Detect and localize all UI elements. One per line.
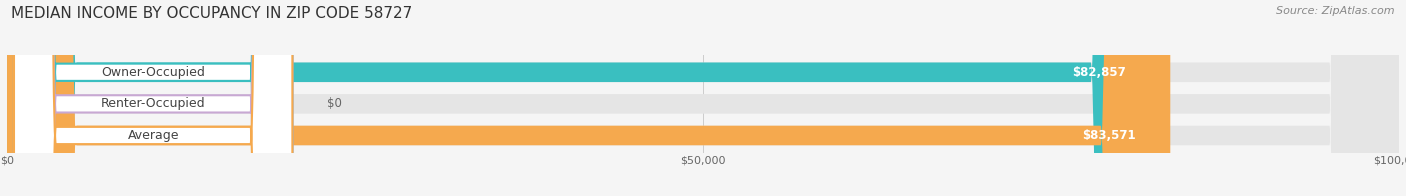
FancyBboxPatch shape (7, 0, 1399, 196)
FancyBboxPatch shape (14, 0, 292, 196)
Text: $83,571: $83,571 (1081, 129, 1136, 142)
FancyBboxPatch shape (7, 0, 1399, 196)
FancyBboxPatch shape (14, 0, 292, 196)
FancyBboxPatch shape (7, 0, 1160, 196)
FancyBboxPatch shape (7, 0, 1170, 196)
FancyBboxPatch shape (7, 0, 1399, 196)
Text: Source: ZipAtlas.com: Source: ZipAtlas.com (1277, 6, 1395, 16)
Text: $82,857: $82,857 (1071, 66, 1126, 79)
Text: MEDIAN INCOME BY OCCUPANCY IN ZIP CODE 58727: MEDIAN INCOME BY OCCUPANCY IN ZIP CODE 5… (11, 6, 412, 21)
Text: $0: $0 (328, 97, 342, 110)
Text: Owner-Occupied: Owner-Occupied (101, 66, 205, 79)
Text: Average: Average (128, 129, 179, 142)
FancyBboxPatch shape (14, 0, 292, 196)
Text: Renter-Occupied: Renter-Occupied (101, 97, 205, 110)
